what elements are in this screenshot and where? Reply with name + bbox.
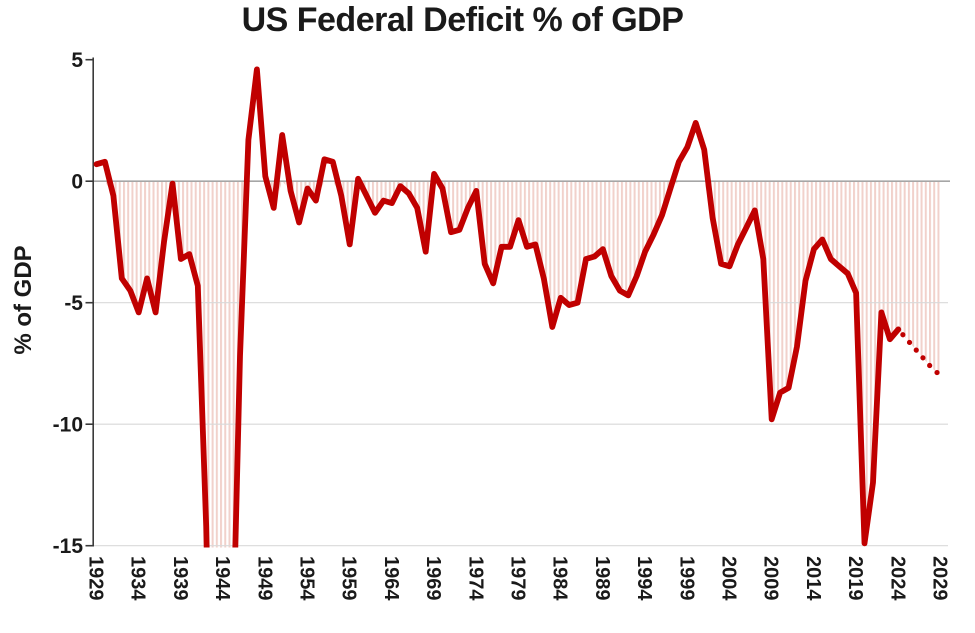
x-tick-label-1994: 1994 bbox=[633, 556, 655, 601]
y-tick-label-0: 0 bbox=[71, 171, 83, 194]
x-tick-label-2004: 2004 bbox=[718, 556, 740, 601]
x-tick-label-2019: 2019 bbox=[844, 556, 866, 601]
x-tick-label-1984: 1984 bbox=[549, 556, 571, 601]
x-tick-label-1974: 1974 bbox=[464, 556, 486, 601]
x-tick-label-1954: 1954 bbox=[296, 556, 318, 601]
x-tick-label-1964: 1964 bbox=[380, 556, 402, 601]
deficit-line bbox=[93, 66, 902, 548]
x-tick-label-1979: 1979 bbox=[507, 556, 529, 601]
x-tick-label-1989: 1989 bbox=[591, 556, 613, 601]
y-axis-title: % of GDP bbox=[10, 245, 37, 355]
x-tick-label-2009: 2009 bbox=[760, 556, 782, 601]
x-tick-label-1939: 1939 bbox=[169, 556, 191, 601]
y-tick-label-5: 5 bbox=[71, 49, 83, 72]
x-tick-label-1949: 1949 bbox=[253, 556, 275, 601]
chart-title: US Federal Deficit % of GDP bbox=[241, 1, 684, 39]
x-tick-label-2029: 2029 bbox=[929, 556, 951, 601]
x-tick-label-1934: 1934 bbox=[127, 556, 149, 601]
x-tick-label-2024: 2024 bbox=[886, 556, 908, 601]
y-tick-label--10: -10 bbox=[53, 414, 83, 437]
x-tick-label-1969: 1969 bbox=[422, 556, 444, 601]
x-tick-label-1999: 1999 bbox=[675, 556, 697, 601]
x-tick-label-1944: 1944 bbox=[211, 556, 233, 601]
y-tick-label--15: -15 bbox=[53, 535, 84, 558]
x-tick-label-2014: 2014 bbox=[802, 556, 824, 601]
x-tick-label-1929: 1929 bbox=[85, 556, 107, 601]
y-tick-label--5: -5 bbox=[64, 292, 83, 315]
x-tick-label-1959: 1959 bbox=[338, 556, 360, 601]
